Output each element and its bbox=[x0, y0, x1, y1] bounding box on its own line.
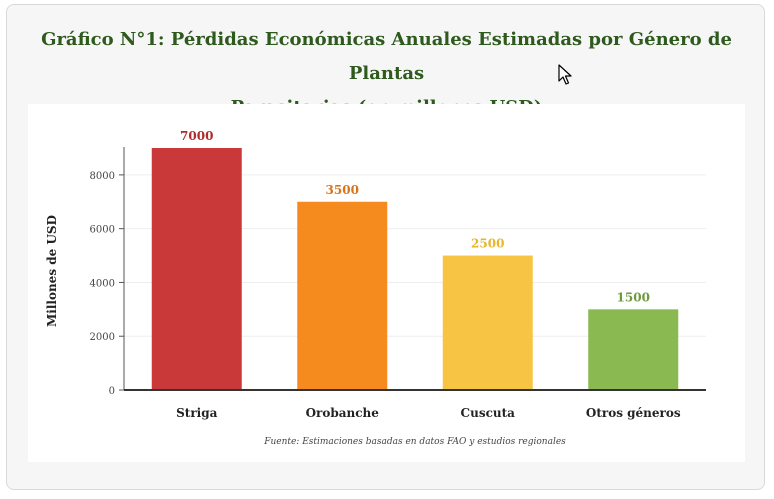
bar-chart: 7000 3500 2500 1500 0 2000 4000 6000 8000 Striga… bbox=[45, 129, 706, 447]
y-tick-label: 2000 bbox=[90, 332, 115, 343]
source-note: Fuente: Estimaciones basadas en datos FA… bbox=[263, 437, 566, 447]
chart-title-line-1: Gráfico N°1: Pérdidas Económicas Anuales… bbox=[41, 29, 732, 84]
chart-card: Gráfico N°1: Pérdidas Económicas Anuales… bbox=[6, 4, 765, 490]
x-tick-label: Orobanche bbox=[306, 406, 380, 420]
x-tick-label: Otros géneros bbox=[586, 406, 681, 420]
x-tick-label: Cuscuta bbox=[461, 406, 516, 420]
bar-3[interactable] bbox=[442, 255, 533, 390]
bar-4[interactable] bbox=[588, 309, 679, 390]
data-label: 1500 bbox=[617, 290, 650, 304]
data-label: 2500 bbox=[471, 237, 504, 251]
y-tick-label: 6000 bbox=[90, 225, 115, 236]
data-label: 3500 bbox=[326, 183, 359, 197]
plot-panel: 7000 3500 2500 1500 0 2000 4000 6000 8000 Striga… bbox=[28, 104, 745, 462]
axes: 0 2000 4000 6000 8000 Striga Orobanche Cuscuta O… bbox=[90, 147, 706, 420]
y-axis-label: Millones de USD bbox=[45, 215, 59, 327]
bar-2[interactable] bbox=[297, 201, 388, 390]
y-tick-label: 8000 bbox=[90, 171, 115, 182]
y-tick-label: 0 bbox=[109, 386, 115, 397]
y-tick-label: 4000 bbox=[90, 278, 115, 289]
data-label: 7000 bbox=[180, 129, 213, 143]
x-tick-label: Striga bbox=[176, 406, 217, 420]
bars: 7000 3500 2500 1500 bbox=[151, 129, 679, 390]
bar-1[interactable] bbox=[151, 148, 242, 390]
mouse-cursor-icon bbox=[558, 64, 572, 85]
